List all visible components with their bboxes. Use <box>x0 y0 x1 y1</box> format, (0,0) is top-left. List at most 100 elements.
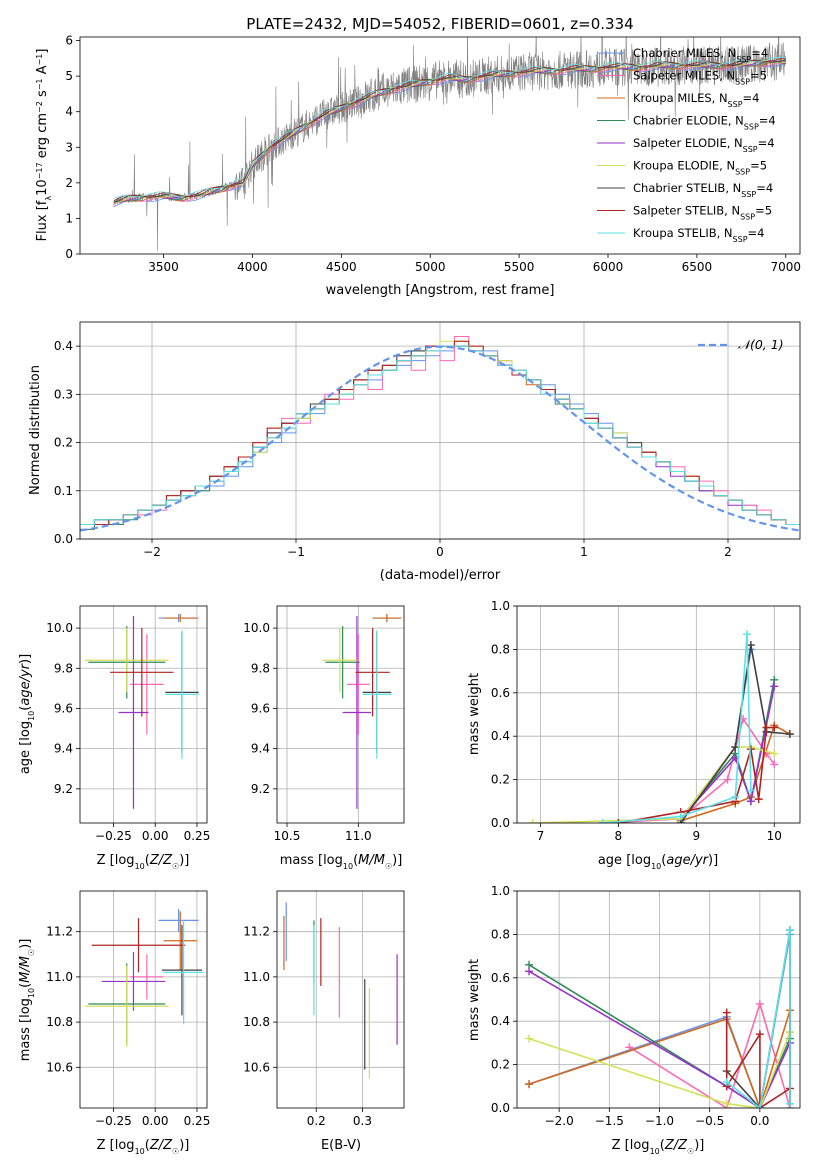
weight-marker <box>742 630 751 639</box>
legend-label: Kroupa MILES, NSSP=4 <box>633 91 759 109</box>
gridlines <box>277 891 404 1108</box>
y-tick-label: 10.6 <box>243 1060 270 1074</box>
weight-vs-age-ylabel: mass weight <box>467 673 482 755</box>
weight-marker <box>722 1077 731 1086</box>
gridlines <box>80 891 207 1108</box>
weight-marker <box>625 1043 634 1052</box>
x-tick-label: 4500 <box>326 260 357 274</box>
x-tick-label: 6000 <box>593 260 624 274</box>
x-tick-label: 5000 <box>415 260 446 274</box>
y-tick-label: 9.8 <box>251 661 270 675</box>
axes-frame <box>79 890 208 1109</box>
x-tick-label: 7000 <box>771 260 802 274</box>
figure-title: PLATE=2432, MJD=54052, FIBERID=0601, z=0… <box>246 15 633 33</box>
y-tick-label: 10.0 <box>46 621 73 635</box>
mass-vs-Z-ylabel: mass [log10(M/M☉)] <box>18 939 36 1062</box>
y-tick-label: 0.0 <box>54 532 73 546</box>
y-tick-label: 10.6 <box>46 1060 73 1074</box>
charts-layer: 3500 4000 4500 5000 5500 6000 6500 7000 0 1 2 3 4 5 6 C… <box>18 34 802 1156</box>
normal-legend-label: 𝒩(0, 1) <box>738 337 784 352</box>
legend-label: Chabrier MILES, NSSP=4 <box>633 46 768 64</box>
weight-marker <box>598 819 607 823</box>
x-tick-label: −0.5 <box>695 1114 724 1128</box>
x-tick-label: 0.25 <box>184 1114 211 1128</box>
y-tick-label: 10.8 <box>46 1015 73 1029</box>
weight-marker <box>746 797 755 806</box>
axes-frame <box>516 890 801 1109</box>
y-tick-label: 0.8 <box>491 642 510 656</box>
weight-marker <box>785 1099 794 1108</box>
y-tick-label: 9.6 <box>251 701 270 715</box>
y-tick-label: 9.2 <box>251 782 270 796</box>
spectrum-legend: Chabrier MILES, NSSP=4 Salpeter MILES, NS… <box>597 46 776 244</box>
y-tick-label: 0.2 <box>491 773 510 787</box>
x-tick-label: 7 <box>537 829 545 843</box>
y-tick-label: 0.3 <box>54 387 73 401</box>
weight-marker <box>755 1104 764 1108</box>
axes-frame <box>79 605 208 824</box>
y-tick-label: 9.6 <box>54 701 73 715</box>
y-tick-label: 0.6 <box>491 971 510 985</box>
weight-marker <box>770 760 779 769</box>
legend-label: Salpeter ELODIE, NSSP=4 <box>633 136 775 154</box>
legend-label: Kroupa STELIB, NSSP=4 <box>633 226 764 244</box>
weight-marker <box>525 1034 534 1043</box>
x-tick-label: 10 <box>767 829 782 843</box>
y-tick-label: 10.8 <box>243 1015 270 1029</box>
weight-marker <box>770 749 779 758</box>
plot-area <box>80 336 800 532</box>
plot-area <box>528 630 794 823</box>
weight-marker <box>525 1080 534 1089</box>
legend-label: Salpeter MILES, NSSP=5 <box>633 69 767 87</box>
age-vs-mass-xlabel: mass [log10(M/M☉)] <box>280 853 403 871</box>
age-vs-Z-xlabel: Z [log10(Z/Z☉)] <box>97 853 190 871</box>
weight-line <box>680 686 776 820</box>
y-tick-label: 1 <box>65 211 73 225</box>
weight-marker <box>731 743 740 752</box>
age-vs-Z-ylabel: age [log10(age/yr)] <box>18 654 36 774</box>
weight-marker <box>722 1099 731 1108</box>
x-tick-label: 10.5 <box>274 829 301 843</box>
spectrum-xlabel: wavelength [Angstrom, rest frame] <box>326 283 555 298</box>
x-tick-label: 3500 <box>148 260 179 274</box>
axes-spectrum: 3500 4000 4500 5000 5500 6000 6500 7000 0 1 2 3 4 5 6 <box>65 34 802 274</box>
x-tick-label: 0.0 <box>750 1114 769 1128</box>
weight-marker <box>755 1030 764 1039</box>
x-tick-label: −0.25 <box>95 829 132 843</box>
y-tick-label: 9.4 <box>54 742 73 756</box>
y-tick-label: 0.0 <box>491 1101 510 1115</box>
weight-marker <box>746 641 755 650</box>
x-tick-label: 1 <box>580 545 588 559</box>
mass-vs-EBV-xlabel: E(B-V) <box>321 1138 361 1153</box>
weight-marker <box>525 967 534 976</box>
x-tick-label: −1.5 <box>595 1114 624 1128</box>
y-tick-label: 0.0 <box>491 816 510 830</box>
weight-marker <box>785 730 794 739</box>
y-tick-label: 10.0 <box>243 621 270 635</box>
normal-curve <box>80 345 800 532</box>
residuals-xlabel: (data-model)/error <box>380 568 501 583</box>
x-tick-label: 6500 <box>682 260 713 274</box>
x-tick-label: 0.3 <box>353 1114 372 1128</box>
y-tick-label: 0.8 <box>491 927 510 941</box>
plot-area <box>322 614 402 809</box>
residuals-ylabel: Normed distribution <box>28 365 43 495</box>
model-spectrum-line <box>113 57 786 202</box>
plot-area <box>283 902 398 1079</box>
plot-area <box>85 909 204 1047</box>
x-tick-label: 8 <box>615 829 623 843</box>
mass-vs-Z-xlabel: Z [log10(Z/Z☉)] <box>97 1138 190 1156</box>
y-tick-label: 9.2 <box>54 782 73 796</box>
weight-line <box>528 970 791 1108</box>
y-tick-label: 0 <box>65 247 73 261</box>
weight-marker <box>770 723 779 732</box>
axes-mass-vs-EBV: 0.2 0.3 10.6 10.8 11.0 11.2 <box>243 890 405 1128</box>
x-tick-label: −0.25 <box>95 1114 132 1128</box>
plot-area <box>113 37 787 251</box>
axes-frame <box>516 605 801 824</box>
axes-frame <box>79 36 801 255</box>
y-tick-label: 4 <box>65 105 73 119</box>
axes-residuals: −2 −1 0 1 2 0.0 0.1 0.2 0.3 0.4 <box>54 321 801 559</box>
axes-age-vs-mass: 10.5 11.0 9.2 9.4 9.6 9.8 10.0 <box>243 605 405 843</box>
weight-marker <box>614 819 623 823</box>
